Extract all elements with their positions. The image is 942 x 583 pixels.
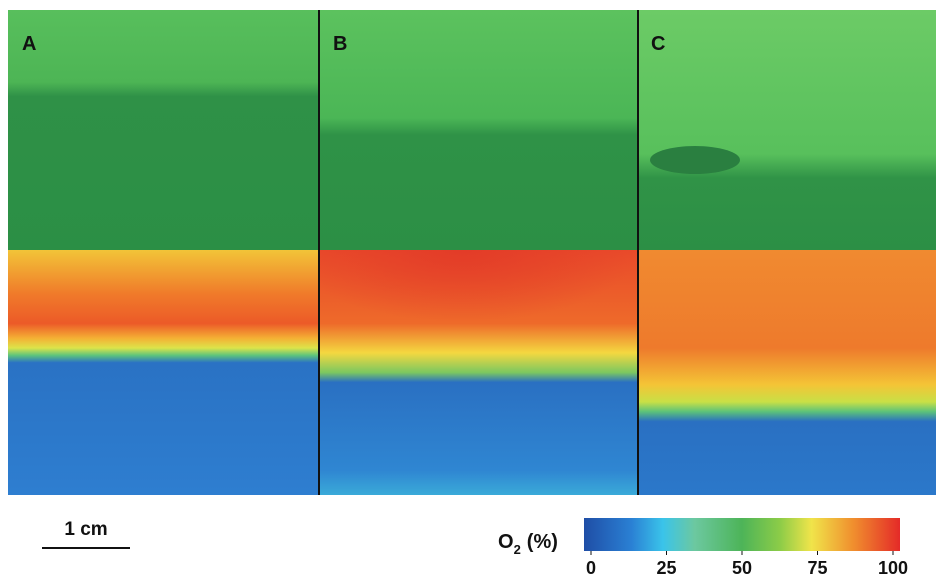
panel-top-image	[319, 10, 638, 250]
panel-oxygen-image	[319, 250, 638, 380]
colorbar-tick-label: 100	[878, 558, 908, 578]
panel-top-image	[8, 10, 319, 250]
colorbar-tick-label: 50	[732, 558, 752, 578]
sediment-feature	[650, 146, 740, 174]
panel-label: A	[22, 33, 36, 55]
colorbar-title-subscript: 2	[514, 542, 521, 557]
colorbar	[584, 518, 900, 551]
panel-oxygen-image	[638, 250, 936, 495]
colorbar-title: O2 (%)	[498, 531, 558, 557]
colorbar-tick-label: 0	[586, 558, 596, 578]
scale-bar-label: 1 cm	[64, 519, 107, 540]
panel-top-image	[638, 10, 936, 250]
panel-label: B	[333, 33, 347, 55]
panel-oxygen-image	[8, 250, 319, 495]
colorbar-tick-label: 25	[656, 558, 676, 578]
colorbar-tick-label: 75	[807, 558, 827, 578]
panel-label: C	[651, 33, 665, 55]
colorbar-title-main: O	[498, 531, 514, 553]
colorbar-title-unit: (%)	[527, 531, 558, 553]
